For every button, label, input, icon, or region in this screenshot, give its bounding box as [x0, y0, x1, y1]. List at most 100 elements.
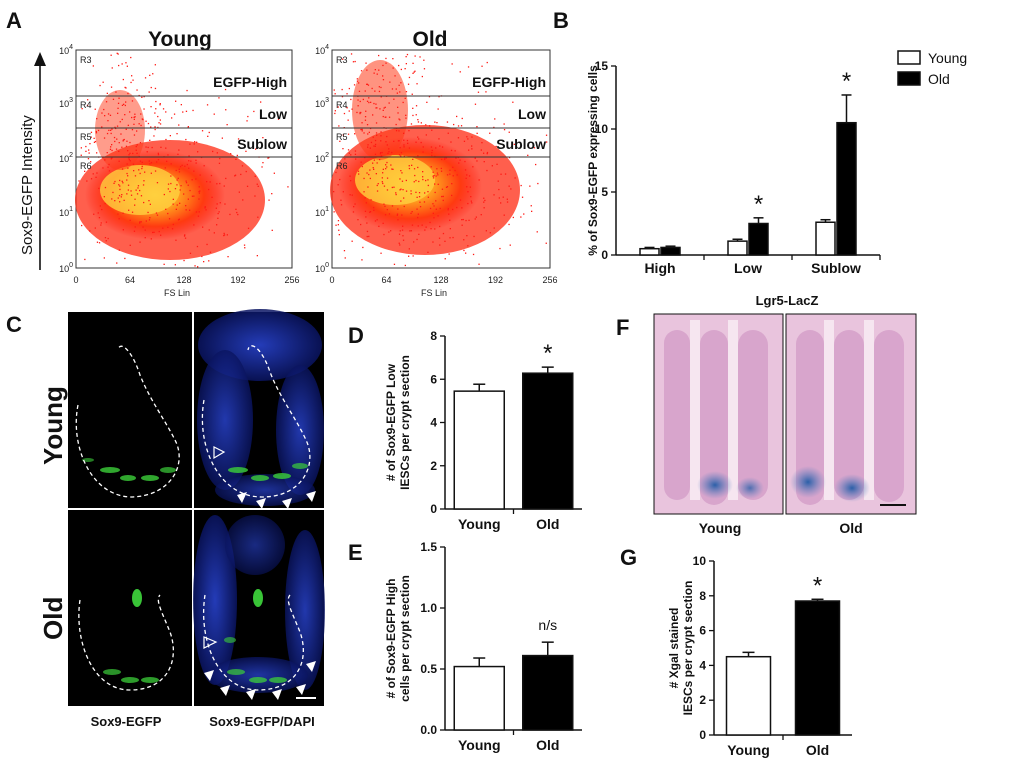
flow-event: [243, 244, 246, 246]
flow-event: [473, 235, 475, 238]
flow-event: [118, 249, 120, 251]
flow-event: [496, 163, 498, 165]
region-r4-old: R4: [336, 100, 348, 110]
flow-event: [184, 165, 186, 167]
flow-event: [417, 155, 419, 157]
flow-event: [190, 160, 192, 162]
flow-event: [386, 144, 388, 146]
flow-event: [466, 186, 468, 188]
flow-event: [456, 206, 458, 209]
flow-event: [466, 174, 468, 176]
flow-event: [155, 212, 158, 214]
flow-event: [399, 244, 401, 246]
flow-event: [224, 203, 226, 205]
flow-event: [433, 175, 435, 177]
flow-event: [476, 132, 478, 134]
flow-event: [217, 217, 219, 219]
flow-event: [109, 114, 112, 116]
flow-event: [132, 79, 134, 81]
flow-event: [154, 64, 156, 66]
flow-event: [486, 153, 488, 155]
flow-event: [129, 111, 131, 113]
flow-event: [379, 158, 381, 161]
flow-event: [93, 141, 96, 143]
flow-event: [536, 231, 538, 233]
flow-event: [268, 199, 270, 201]
flow-event: [384, 205, 386, 207]
gate-sublow: Sublow: [237, 136, 287, 152]
flow-event: [90, 161, 92, 163]
flow-event: [121, 118, 123, 121]
flow-event: [157, 154, 160, 156]
flow-event: [396, 92, 398, 94]
y-tick-label: 2: [430, 459, 437, 473]
flow-event: [347, 149, 350, 151]
bar-young: [453, 390, 505, 510]
x-category-label: Old: [536, 516, 559, 532]
flow-event: [537, 182, 539, 185]
flow-event: [444, 258, 446, 260]
flow-event: [169, 135, 171, 137]
flow-event: [372, 114, 374, 116]
flow-event: [386, 209, 388, 211]
flow-event: [118, 142, 120, 144]
flow-event: [256, 183, 258, 185]
flow-event: [198, 211, 200, 213]
flow-event: [390, 230, 392, 232]
flow-event: [375, 122, 378, 124]
flow-event: [107, 113, 110, 115]
caption-sox9-egfp: Sox9-EGFP: [91, 714, 162, 729]
flow-event: [188, 155, 190, 157]
flow-event: [369, 147, 371, 149]
flow-event: [241, 165, 244, 167]
flow-event: [499, 247, 501, 250]
bar-old-high: [660, 246, 681, 256]
flow-event: [110, 132, 112, 135]
flow-event: [366, 83, 368, 85]
flow-event: [204, 207, 206, 209]
flow-event: [193, 143, 195, 145]
flow-event: [116, 138, 118, 140]
flow-event: [483, 201, 485, 203]
flow-event: [154, 87, 157, 90]
flow-event: [122, 140, 124, 142]
flow-event: [448, 253, 450, 255]
region-r6-old: R6: [336, 161, 348, 171]
flow-event: [382, 64, 384, 67]
flow-event: [432, 212, 434, 214]
flow-event: [398, 130, 400, 132]
flow-event: [244, 247, 246, 249]
flow-event: [369, 211, 371, 213]
flow-event: [100, 222, 102, 224]
flow-event: [455, 157, 457, 159]
flow-event: [439, 225, 441, 228]
flow-event: [376, 184, 378, 187]
flow-event: [503, 129, 506, 131]
flow-event: [195, 178, 197, 180]
flow-event: [462, 218, 464, 221]
flow-event: [156, 161, 158, 163]
flow-event: [342, 134, 344, 136]
flow-event: [133, 230, 136, 232]
flow-event: [245, 170, 247, 173]
flow-event: [416, 238, 418, 241]
flow-event: [334, 93, 336, 95]
flow-event: [108, 170, 111, 172]
flow-event: [105, 221, 108, 223]
flow-event: [121, 63, 123, 65]
flow-event: [427, 179, 429, 181]
flow-event: [118, 150, 120, 152]
flow-event: [185, 205, 187, 207]
panel-label-b: B: [553, 8, 569, 33]
flow-event: [422, 151, 424, 153]
flow-event: [521, 196, 524, 198]
flow-event: [154, 112, 156, 114]
flow-event: [432, 175, 434, 177]
flow-event: [195, 211, 198, 213]
flow-event: [104, 202, 106, 205]
flow-event: [203, 165, 205, 167]
flow-event: [353, 206, 355, 208]
flow-event: [431, 152, 433, 154]
flow-event: [375, 173, 377, 175]
flow-event: [175, 239, 177, 241]
